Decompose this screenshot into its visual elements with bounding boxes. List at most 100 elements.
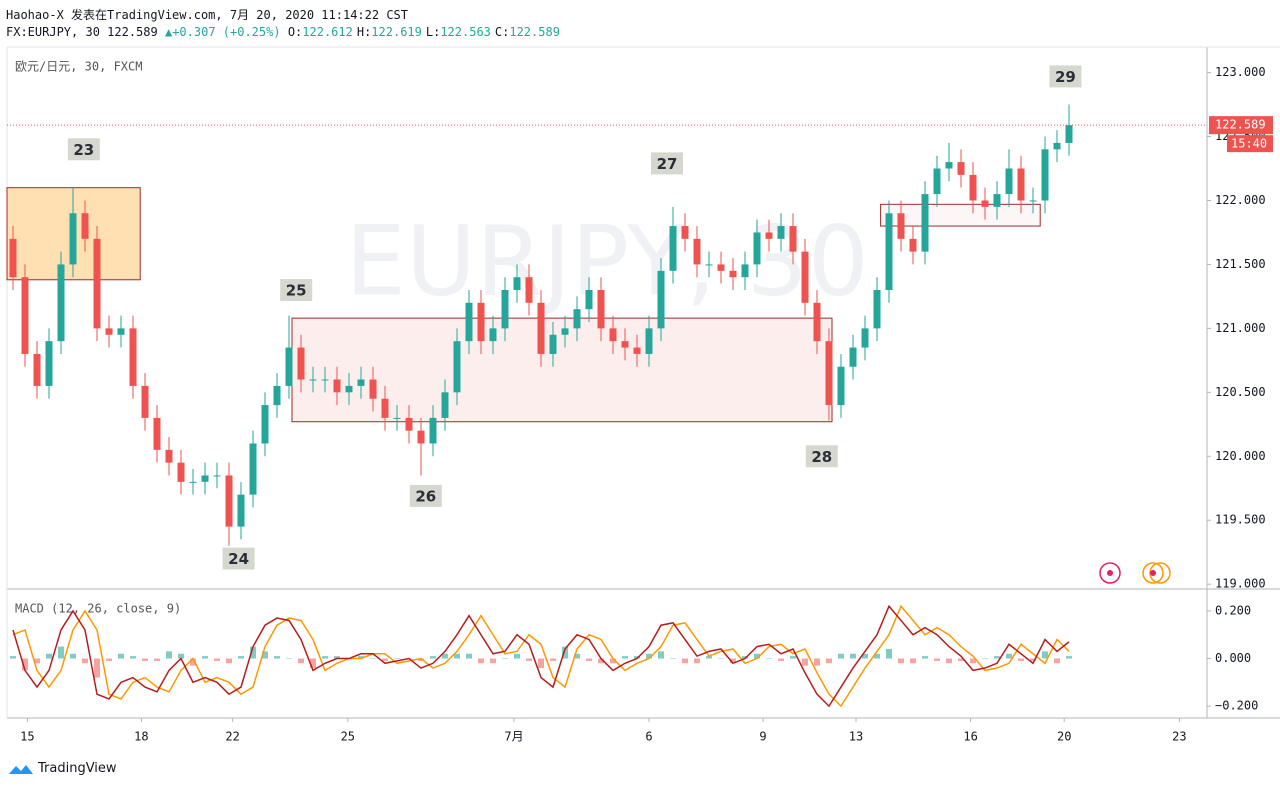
candle-body: [489, 328, 497, 342]
candle-body: [873, 290, 881, 329]
wave-label: 29: [1055, 68, 1076, 86]
candle: [141, 373, 149, 431]
histogram-bar: [394, 658, 400, 660]
candle: [525, 264, 533, 316]
candle-body: [357, 379, 365, 386]
candle-body: [1005, 168, 1013, 195]
candle-body: [9, 238, 17, 278]
candle: [993, 181, 1001, 220]
candle: [513, 264, 521, 303]
ohlc-value: 122.589: [509, 25, 560, 39]
candle: [237, 481, 245, 540]
last-price-label: 122.589: [1215, 118, 1266, 132]
histogram-bar: [694, 658, 700, 664]
histogram-bar: [418, 658, 424, 661]
candle-body: [33, 353, 41, 386]
y-tick-label: 121.000: [1215, 321, 1266, 335]
histogram-bar: [22, 658, 28, 671]
histogram-bar: [202, 656, 208, 659]
candle-body: [825, 341, 833, 406]
x-tick-label: 16: [963, 730, 977, 744]
candle-body: [369, 379, 377, 399]
candle-body: [1029, 200, 1037, 202]
wave-label-box: [280, 279, 313, 302]
histogram-bar: [634, 656, 640, 659]
candle: [645, 315, 653, 367]
histogram-bar: [190, 658, 196, 666]
histogram-bar: [490, 658, 496, 664]
histogram-bar: [310, 658, 316, 669]
histogram-bar: [562, 646, 568, 659]
histogram-bar: [778, 658, 784, 661]
histogram-bar: [238, 656, 244, 659]
histogram-bar: [382, 658, 388, 661]
candle: [381, 385, 389, 431]
wave-label: 26: [415, 487, 436, 505]
y-tick-label: 121.500: [1215, 257, 1266, 271]
candle: [981, 187, 989, 220]
candle: [729, 258, 737, 291]
histogram-bar: [1042, 651, 1048, 659]
candle: [477, 290, 485, 354]
candle: [849, 334, 857, 380]
ohlc: O:122.612 H:122.619 L:122.563 C:122.589: [288, 25, 564, 39]
histogram-bar: [274, 656, 280, 659]
x-tick-label: 15: [20, 730, 34, 744]
candle: [45, 328, 53, 399]
candle-body: [537, 302, 545, 354]
x-tick-label: 18: [134, 730, 148, 744]
histogram-bar: [706, 656, 712, 659]
histogram-bar: [982, 658, 988, 660]
legend: 欧元/日元, 30, FXCM: [15, 60, 142, 74]
candle-body: [837, 366, 845, 406]
histogram-bar: [538, 658, 544, 669]
wave-label-box: [1049, 65, 1082, 88]
histogram-bar: [478, 658, 484, 664]
candle: [897, 200, 905, 252]
candle: [405, 405, 413, 444]
candle-body: [105, 328, 113, 335]
wave-label: 24: [228, 550, 249, 568]
histogram-bar: [1018, 658, 1024, 661]
candle: [213, 462, 221, 489]
histogram-bar: [1066, 656, 1072, 659]
x-tick-label: 13: [849, 730, 863, 744]
candle: [633, 334, 641, 367]
candle-body: [81, 213, 89, 239]
candle: [105, 315, 113, 348]
candle: [1005, 149, 1013, 207]
x-tick-label: 6: [645, 730, 652, 744]
histogram-bar: [226, 658, 232, 664]
candle: [429, 405, 437, 457]
histogram-bar: [454, 653, 460, 659]
wave-label: 23: [73, 141, 94, 159]
author-line: Haohao-X 发表在TradingView.com, 7月 20, 2020…: [6, 8, 409, 22]
candle-body: [153, 417, 161, 450]
histogram-bar: [358, 656, 364, 659]
candle: [261, 392, 269, 457]
histogram-bar: [214, 658, 220, 661]
candle: [969, 162, 977, 214]
candle-body: [645, 328, 653, 354]
ohlc-key: O:: [287, 25, 303, 39]
candle: [369, 366, 377, 412]
x-tick-label: 9: [759, 730, 766, 744]
candle: [777, 213, 785, 252]
y-tick-label: 123.000: [1215, 65, 1266, 79]
histogram-bar: [838, 653, 844, 659]
candle: [309, 366, 317, 393]
histogram-bar: [334, 656, 340, 659]
histogram-bar: [886, 649, 892, 659]
histogram-bar: [814, 658, 820, 666]
candle-body: [957, 162, 965, 175]
candle: [33, 341, 41, 399]
histogram-bar: [250, 646, 256, 659]
candle-body: [969, 174, 977, 201]
candle-body: [549, 334, 557, 354]
histogram-bar: [142, 658, 148, 661]
histogram-bar: [598, 658, 604, 664]
candle: [837, 353, 845, 418]
candle: [909, 226, 917, 265]
price: 122.589: [107, 25, 158, 39]
candle-body: [321, 379, 329, 381]
